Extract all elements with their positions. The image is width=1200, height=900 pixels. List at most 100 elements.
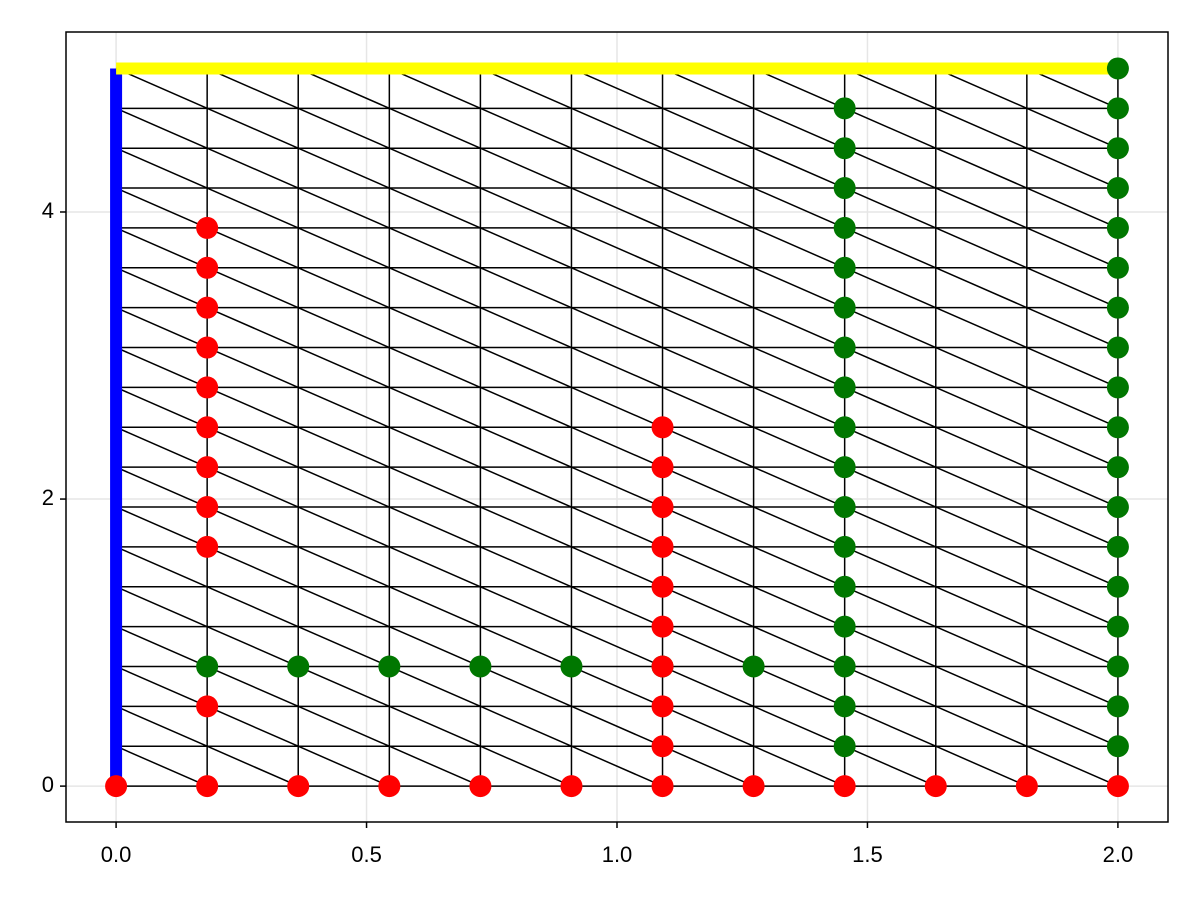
mesh-diagonal [844,466,937,508]
mesh-diagonal [844,386,937,428]
mesh-diagonal [480,586,572,628]
mesh-diagonal [935,107,1028,149]
mesh-diagonal [115,745,208,787]
mesh-diagonal [297,227,390,269]
mesh-diagonal [115,586,208,628]
point [833,496,856,519]
mesh-diagonal [571,67,663,110]
mesh-diagonal [297,386,390,428]
mesh-diagonal [480,705,572,747]
mesh-diagonal [115,665,208,708]
mesh-diagonal [206,386,299,428]
mesh-diagonal [206,586,299,628]
point [1106,496,1129,519]
point [833,456,856,479]
x-tick-label: 1.0 [602,842,633,867]
mesh-diagonal [753,346,845,389]
point [105,775,128,798]
mesh-diagonal [480,227,572,269]
mesh-diagonal [844,267,937,309]
point [378,775,401,798]
mesh-diagonal [844,665,937,708]
y-tick-label: 2 [42,485,54,510]
mesh-diagonal [206,546,299,588]
mesh-diagonal [480,187,572,229]
mesh-diagonal [206,107,299,149]
mesh-diagonal [935,586,1028,628]
mesh-diagonal [480,107,572,149]
point [560,775,583,798]
mesh-diagonal [389,546,481,588]
mesh-diagonal [206,67,299,110]
mesh-diagonal [115,426,208,468]
x-tick-label: 1.5 [852,842,883,867]
mesh-diagonal [1026,147,1119,189]
mesh-diagonal [297,586,390,628]
mesh-diagonal [1026,107,1119,149]
mesh-diagonal [753,506,845,548]
mesh-diagonal [844,227,937,269]
mesh-diagonal [662,267,754,309]
mesh-diagonal [571,147,663,189]
mesh-diagonal [480,386,572,428]
mesh-diagonal [297,107,390,149]
x-tick-label: 0.0 [101,842,132,867]
mesh-diagonal [844,426,937,468]
point [196,695,219,718]
point [287,775,310,798]
mesh-diagonal [115,346,208,389]
point [651,535,674,558]
point [833,535,856,558]
point [469,775,492,798]
mesh-diagonal [480,306,572,349]
mesh-diagonal [662,346,754,389]
mesh-diagonal [297,346,390,389]
mesh-diagonal [206,187,299,229]
mesh-diagonal [480,665,572,708]
mesh-diagonal [662,227,754,269]
point [1106,655,1129,678]
mesh-diagonal [389,306,481,349]
boundary-lines [110,62,1118,787]
mesh-diagonal [1026,306,1119,349]
mesh-diagonal [753,147,845,189]
point [196,216,219,239]
mesh-diagonal [753,107,845,149]
mesh-diagonal [115,67,208,110]
mesh-diagonal [571,187,663,229]
mesh-diagonal [753,227,845,269]
mesh-diagonal [297,745,390,787]
mesh-diagonal [297,705,390,747]
mesh-diagonal [206,466,299,508]
mesh-diagonal [115,306,208,349]
mesh-diagonal [115,227,208,269]
mesh-diagonal [206,745,299,787]
mesh-diagonal [206,306,299,349]
mesh-diagonal [389,466,481,508]
mesh-diagonal [844,147,937,189]
y-tick-label: 4 [42,198,54,223]
point [651,575,674,598]
mesh-diagonal [662,187,754,229]
point [196,376,219,399]
mesh-diagonal [844,107,937,149]
mesh-diagonal [480,506,572,548]
mesh-diagonal [297,147,390,189]
mesh-diagonal [297,466,390,508]
mesh-diagonal [389,267,481,309]
mesh-diagonal [935,386,1028,428]
mesh-diagonal [1026,67,1119,110]
mesh-diagonal [935,267,1028,309]
point [651,456,674,479]
mesh-diagonal [571,107,663,149]
point [1106,137,1129,160]
x-tick-label: 2.0 [1103,842,1134,867]
mesh-diagonal [662,466,754,508]
mesh-diagonal [935,705,1028,747]
mesh-diagonal [844,625,937,668]
mesh-diagonal [935,665,1028,708]
point [1106,456,1129,479]
mesh-diagonal [1026,466,1119,508]
mesh-diagonal [389,506,481,548]
point [1106,535,1129,558]
